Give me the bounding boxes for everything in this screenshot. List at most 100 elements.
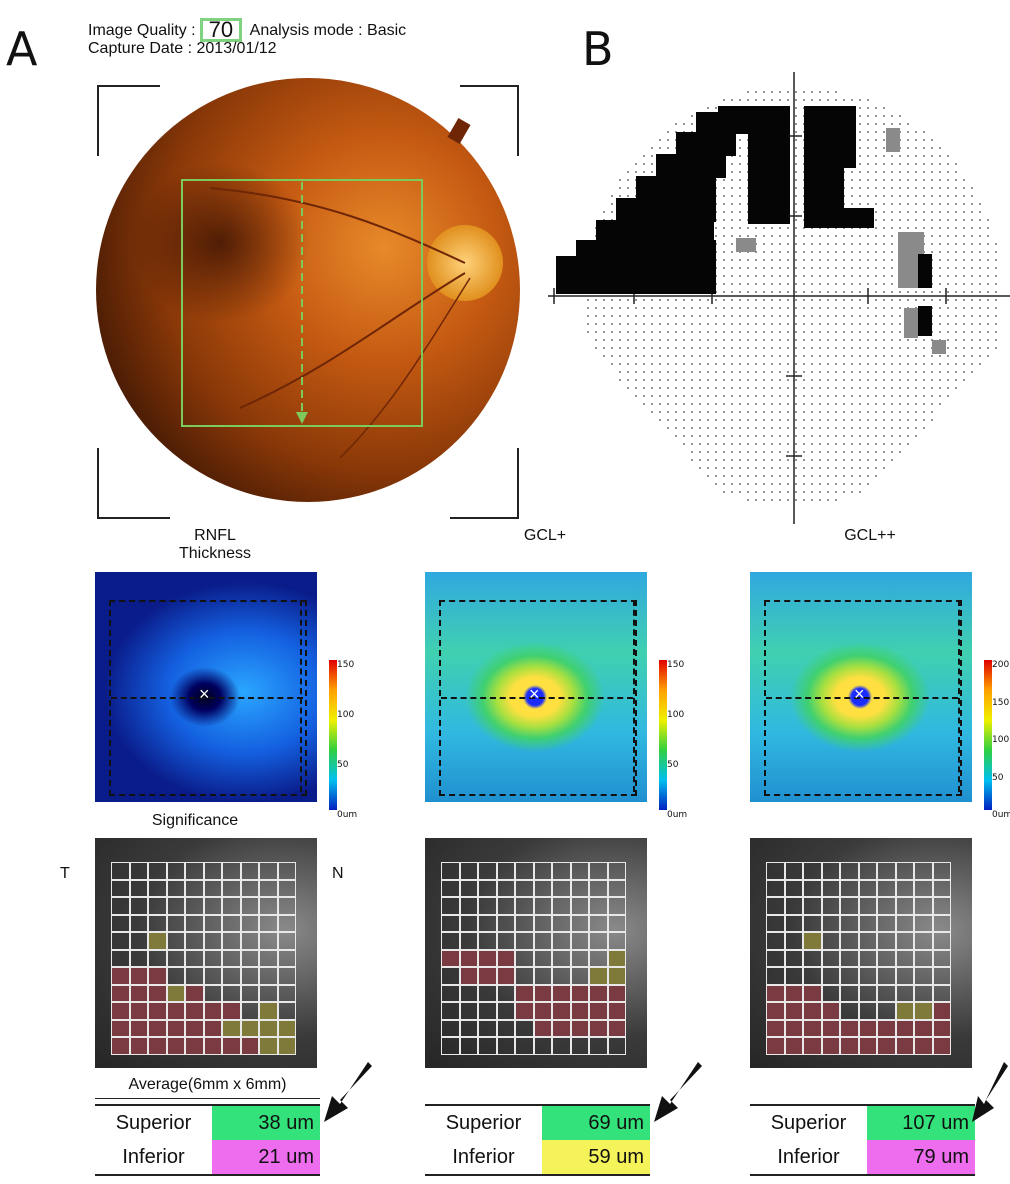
significance-cell (259, 879, 278, 897)
vf-point (787, 459, 789, 461)
significance-cell (166, 897, 185, 915)
scale-tick: 50 (337, 760, 349, 770)
vf-point (963, 323, 965, 325)
vf-point (731, 315, 733, 317)
vf-point (779, 291, 781, 293)
significance-cell (478, 1019, 497, 1037)
significance-cell (552, 862, 571, 880)
vf-point (611, 315, 613, 317)
significance-cell (478, 1002, 497, 1020)
vf-point (931, 219, 933, 221)
significance-cell (877, 1019, 896, 1037)
vf-point (907, 379, 909, 381)
vf-point (915, 179, 917, 181)
vf-point (899, 187, 901, 189)
vf-point (923, 379, 925, 381)
significance-cell (277, 897, 296, 915)
significance-cell (570, 967, 589, 985)
fovea-marker-icon: × (529, 684, 540, 704)
vf-point (883, 371, 885, 373)
significance-cell (803, 932, 822, 950)
vf-point (763, 267, 765, 269)
vf-point (867, 299, 869, 301)
vf-point (963, 347, 965, 349)
vf-point (867, 475, 869, 477)
significance-cell (533, 1037, 552, 1055)
vf-point (875, 107, 877, 109)
significance-cell (129, 949, 148, 967)
fovea-marker-icon: × (199, 684, 210, 704)
vf-point (963, 179, 965, 181)
significance-cell (259, 914, 278, 932)
significance-cell (570, 897, 589, 915)
vf-point (987, 339, 989, 341)
vf-point (803, 99, 805, 101)
vf-point (867, 99, 869, 101)
significance-cell (570, 932, 589, 950)
vf-point (955, 251, 957, 253)
vf-point (715, 363, 717, 365)
vf-point (803, 443, 805, 445)
vf-point (699, 459, 701, 461)
vf-point (651, 331, 653, 333)
vf-point (795, 443, 797, 445)
vf-point (955, 291, 957, 293)
vf-point (947, 339, 949, 341)
vf-point (723, 459, 725, 461)
significance-cell (148, 949, 167, 967)
vf-point (811, 467, 813, 469)
vf-point (803, 371, 805, 373)
vf-point (771, 291, 773, 293)
vf-point (763, 251, 765, 253)
significance-cell (166, 1037, 185, 1055)
vf-point (723, 187, 725, 189)
vf-point (747, 307, 749, 309)
significance-cell (441, 949, 460, 967)
vf-point (859, 379, 861, 381)
significance-cell (803, 1002, 822, 1020)
vf-point (611, 331, 613, 333)
vf-point (747, 363, 749, 365)
vf-point (795, 395, 797, 397)
vf-point (691, 459, 693, 461)
vf-point (883, 459, 885, 461)
vf-point (987, 307, 989, 309)
vf-point (915, 219, 917, 221)
vf-point (771, 491, 773, 493)
vf-point (795, 347, 797, 349)
vf-point (923, 227, 925, 229)
vf-point (755, 315, 757, 317)
vf-point (747, 315, 749, 317)
significance-cell (803, 897, 822, 915)
vf-point (699, 363, 701, 365)
vf-point (931, 203, 933, 205)
vf-point (859, 99, 861, 101)
significance-cell (148, 879, 167, 897)
significance-cell (459, 897, 478, 915)
significance-cell (166, 862, 185, 880)
significance-cell (932, 914, 951, 932)
vf-point (723, 395, 725, 397)
vf-point (795, 115, 797, 117)
significance-cell (766, 967, 785, 985)
vf-point (979, 331, 981, 333)
significance-cell (129, 967, 148, 985)
vf-point (963, 331, 965, 333)
vf-point (803, 91, 805, 93)
vf-point (795, 147, 797, 149)
vf-point (883, 467, 885, 469)
vf-point (691, 115, 693, 117)
vf-point (811, 291, 813, 293)
significance-cell (203, 984, 222, 1002)
vf-point (867, 291, 869, 293)
vf-point (819, 91, 821, 93)
vf-point (707, 427, 709, 429)
significance-cell (914, 949, 933, 967)
vf-point (971, 251, 973, 253)
vf-point (835, 499, 837, 501)
vf-point (787, 475, 789, 477)
vf-point (835, 235, 837, 237)
vf-point (803, 339, 805, 341)
vf-point (715, 435, 717, 437)
significance-cell (277, 949, 296, 967)
